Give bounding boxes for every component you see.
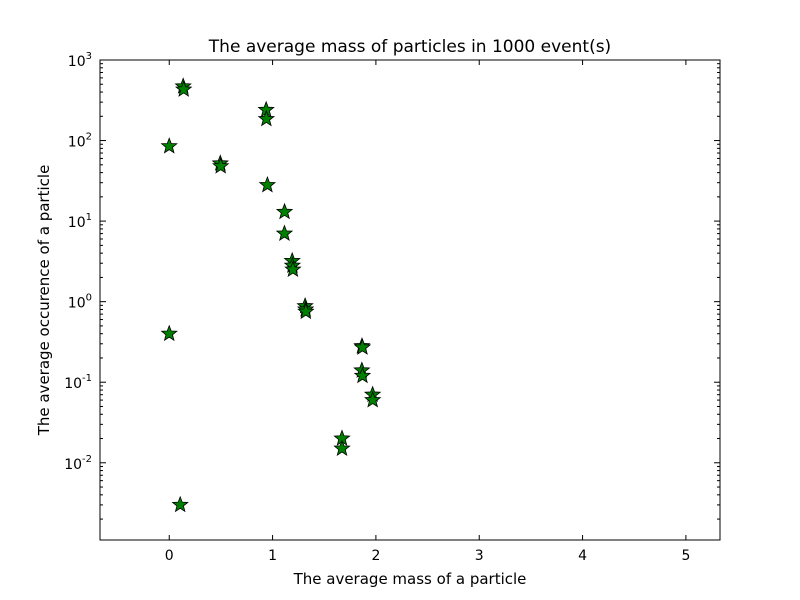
chart-title: The average mass of particles in 1000 ev…	[208, 37, 611, 57]
y-tick-label: 102	[68, 132, 92, 151]
y-tick-label: 10-1	[64, 373, 92, 392]
data-point-star	[275, 202, 294, 220]
data-point-star	[160, 137, 178, 154]
y-axis-label: The average occurence of a particle	[35, 165, 53, 437]
y-tick-label: 101	[68, 212, 92, 231]
y-tick-label: 103	[68, 51, 92, 70]
x-tick-label: 2	[371, 548, 380, 564]
data-point-star	[275, 224, 294, 241]
x-tick-label: 1	[268, 548, 277, 564]
data-point-star	[160, 324, 178, 342]
data-point-star	[364, 390, 382, 408]
data-points	[160, 77, 382, 513]
y-tick-label: 100	[68, 293, 92, 312]
data-point-star	[353, 338, 372, 355]
data-point-star	[212, 157, 230, 174]
x-tick-label: 5	[681, 548, 690, 564]
x-axis-label: The average mass of a particle	[293, 570, 527, 588]
data-point-star	[353, 366, 372, 384]
plot-frame	[99, 59, 721, 541]
data-point-star	[258, 175, 277, 193]
data-point-star	[284, 260, 302, 277]
data-point-star	[171, 495, 189, 513]
y-tick-label: 10-2	[64, 454, 92, 473]
data-point-star	[333, 439, 351, 456]
axis-ticks: 0 1 2 3 4 5 10-2 10-1 100 101 102 103	[64, 51, 720, 564]
x-tick-label: 4	[578, 548, 587, 564]
data-point-star	[297, 302, 315, 320]
x-tick-label: 3	[475, 548, 484, 564]
data-point-star	[175, 80, 193, 97]
x-tick-label: 0	[165, 548, 174, 564]
data-point-star	[257, 109, 276, 127]
